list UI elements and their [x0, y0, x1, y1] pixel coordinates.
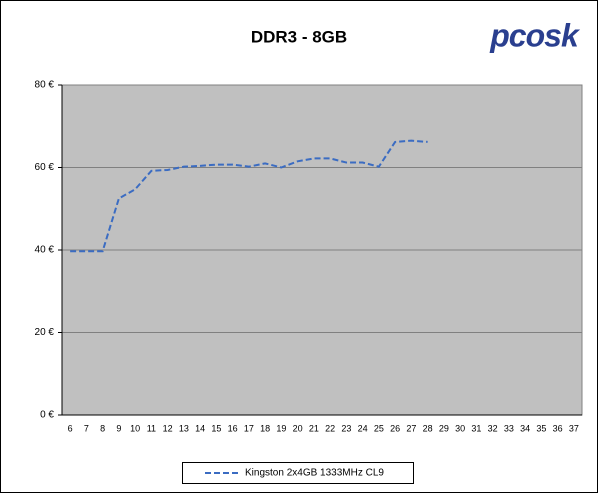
x-tick-label: 27 [406, 423, 416, 433]
x-tick-label: 21 [309, 423, 319, 433]
y-tick-label: 20 € [35, 327, 55, 338]
y-tick-label: 40 € [35, 245, 55, 256]
x-tick-label: 23 [341, 423, 351, 433]
x-tick-label: 25 [374, 423, 384, 433]
x-tick-label: 8 [100, 423, 105, 433]
y-tick-label: 0 € [40, 410, 54, 421]
x-tick-label: 30 [455, 423, 465, 433]
chart-title: DDR3 - 8GB [251, 27, 347, 46]
y-tick-label: 80 € [35, 80, 55, 91]
logo: pcosk [489, 17, 581, 53]
x-tick-label: 12 [163, 423, 173, 433]
x-tick-label: 37 [569, 423, 579, 433]
x-tick-label: 20 [293, 423, 303, 433]
x-tick-label: 36 [553, 423, 563, 433]
x-tick-label: 22 [325, 423, 335, 433]
x-tick-label: 15 [211, 423, 221, 433]
legend-label: Kingston 2x4GB 1333MHz CL9 [245, 468, 384, 479]
y-tick-label: 60 € [35, 162, 55, 173]
x-tick-label: 33 [504, 423, 514, 433]
x-tick-label: 10 [130, 423, 140, 433]
x-tick-label: 29 [439, 423, 449, 433]
x-tick-label: 26 [390, 423, 400, 433]
x-tick-label: 32 [488, 423, 498, 433]
x-tick-label: 35 [536, 423, 546, 433]
x-tick-label: 7 [84, 423, 89, 433]
x-tick-label: 6 [68, 423, 73, 433]
legend-box [182, 462, 414, 484]
x-tick-label: 28 [423, 423, 433, 433]
x-tick-label: 18 [260, 423, 270, 433]
x-tick-label: 11 [147, 423, 156, 433]
x-tick-label: 19 [276, 423, 286, 433]
x-tick-label: 13 [179, 423, 189, 433]
x-tick-label: 24 [358, 423, 368, 433]
x-tick-label: 17 [244, 423, 254, 433]
x-tick-label: 34 [520, 423, 530, 433]
x-tick-label: 14 [195, 423, 205, 433]
x-tick-label: 9 [116, 423, 121, 433]
line-series [70, 139, 428, 253]
x-tick-label: 16 [228, 423, 238, 433]
x-tick-label: 31 [471, 423, 481, 433]
